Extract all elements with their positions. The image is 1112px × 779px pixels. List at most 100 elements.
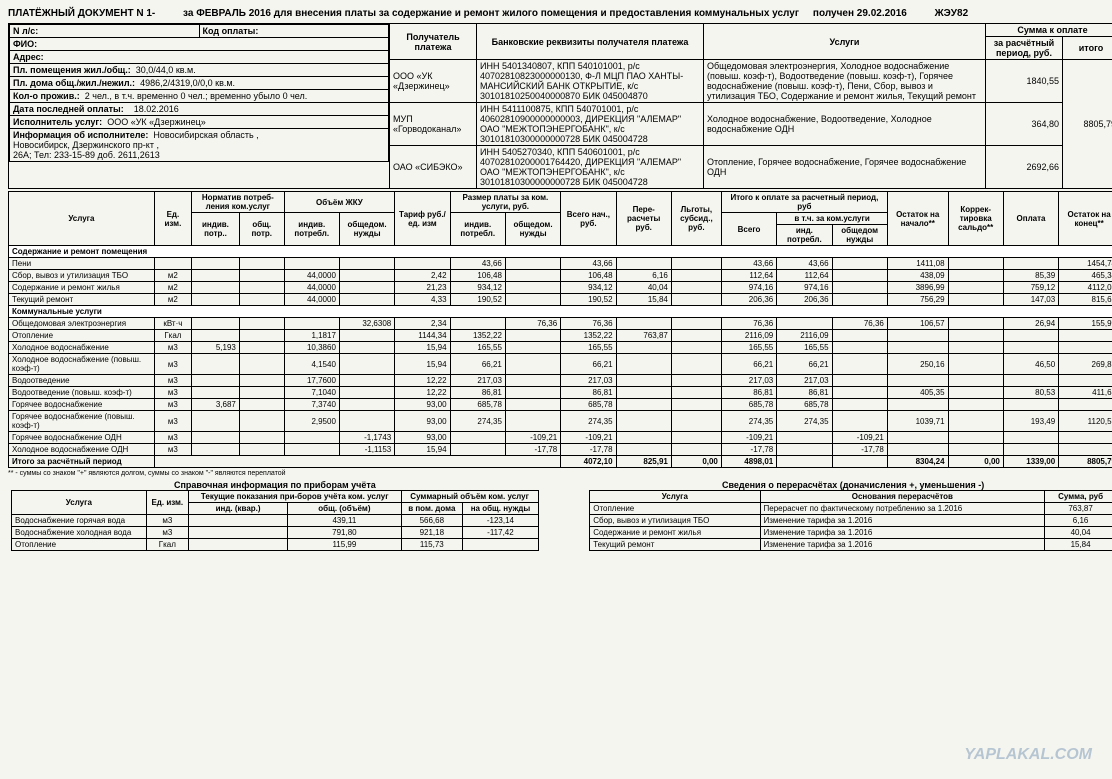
doc-period: за ФЕВРАЛЬ 2016 для внесения платы за со… — [183, 8, 799, 19]
sprh-t: Текущие показания при-боров учёта ком. у… — [188, 491, 401, 503]
table-row-s2-8: Горячее водоснабжение ОДНм3-1,174393,00-… — [9, 432, 1112, 444]
mh-ost2: Остаток на конец** — [1059, 192, 1112, 246]
recv0-n: ООО «УК «Дзержинец» — [390, 60, 477, 103]
mh-indp2: индив. потребл. — [450, 213, 505, 246]
adr-label: Адрес: — [13, 52, 44, 62]
sprh-vp: в пом. дома — [401, 503, 463, 515]
svc-name: Сбор, вывоз и утилизация ТБО — [9, 270, 155, 282]
plpom-v: 30,0/44,0 кв.м. — [136, 65, 196, 75]
perh-u: Услуга — [590, 491, 760, 503]
spr-title: Справочная информация по приборам учёта — [11, 480, 539, 490]
doc-code: ЖЭУ82 — [935, 8, 969, 19]
isp-v: ООО «УК «Дзержинец» — [107, 117, 206, 127]
recv1-a: 364,80 — [986, 103, 1063, 146]
mh-on: общедом нужды — [832, 225, 887, 246]
tot-iv: 4898,01 — [721, 456, 776, 468]
ls-label: N л/с: — [13, 26, 38, 36]
table-row-s2-1: ОтоплениеГкал1,18171144,341352,221352,22… — [9, 330, 1112, 342]
mh-pere: Пере-расчеты руб. — [616, 192, 671, 246]
recv2-r: ИНН 5405270340, КПП 540601001, р/с 40702… — [477, 146, 704, 189]
mh-tarif: Тариф руб./ ед. изм — [395, 192, 450, 246]
pldom-l: Пл. дома общ./жил./нежил.: — [13, 78, 135, 88]
unit: кВт·ч — [154, 318, 191, 330]
kol-v: 2 чел., в т.ч. временно 0 чел.; временно… — [85, 91, 308, 101]
bottom-layout: Справочная информация по приборам учёта … — [8, 479, 1112, 552]
svc-name: Содержание и ремонт жилья — [9, 282, 155, 294]
rh-c4b: итого — [1079, 43, 1103, 53]
data-v: 18.02.2016 — [134, 104, 179, 114]
per-row-0: ОтоплениеПерерасчет по фактическому потр… — [590, 503, 1112, 515]
doc-header: ПЛАТЁЖНЫЙ ДОКУМЕНТ N 1- за ФЕВРАЛЬ 2016 … — [8, 8, 1112, 19]
top-table: N л/с:Код оплаты: ФИО: Адрес: Пл. помеще… — [8, 23, 1112, 189]
mh-lgot: Льготы, субсид., руб. — [671, 192, 721, 246]
recv0-s: Общедомовая электроэнергия, Холодное вод… — [704, 60, 986, 103]
recv2-n: ОАО «СИБЭКО» — [390, 146, 477, 189]
recv1-r: ИНН 5411100875, КПП 540701001, р/с 40602… — [477, 103, 704, 146]
mh-vsego: Всего нач., руб. — [561, 192, 616, 246]
sprh-s: Суммарный объём ком. услуг — [401, 491, 538, 503]
pldom-v: 4986,2/4319,0/0,0 кв.м. — [140, 78, 235, 88]
plpom-l: Пл. помещения жил./общ.: — [13, 65, 131, 75]
unit: м3 — [154, 432, 191, 444]
tot-k: 0,00 — [948, 456, 1003, 468]
spr-row-0: Водоснабжение горячая водам3439,11566,68… — [12, 515, 539, 527]
recv1-s: Холодное водоснабжение, Водоотведение, Х… — [704, 103, 986, 146]
per-title: Сведения о перерасчётах (доначисления +,… — [589, 480, 1112, 490]
per-row-2: Содержание и ремонт жильяИзменение тариф… — [590, 527, 1112, 539]
table-row-s2-2: Холодное водоснабжением35,19310,386015,9… — [9, 342, 1112, 354]
sec1-header: Содержание и ремонт помещения — [9, 246, 1112, 258]
mh-ind: индив. потр.. — [192, 213, 240, 246]
sprh-e: Ед. изм. — [146, 491, 188, 515]
mh-opl: Оплата — [1003, 192, 1058, 246]
recv2-a: 2692,66 — [986, 146, 1063, 189]
unit: м3 — [154, 411, 191, 432]
unit: Гкал — [154, 330, 191, 342]
tot-op: 1339,00 — [1003, 456, 1058, 468]
table-row-s1-1: Сбор, вывоз и утилизация ТБОм244,00002,4… — [9, 270, 1112, 282]
sprh-i: инд. (квар.) — [188, 503, 287, 515]
rh-c2: Банковские реквизиты получателя платежа — [492, 37, 689, 47]
svc-name: Общедомовая электроэнергия — [9, 318, 155, 330]
svc-name: Горячее водоснабжение ОДН — [9, 432, 155, 444]
svc-name: Водоотведение — [9, 375, 155, 387]
mh-vs: Всего — [721, 213, 776, 246]
recv0-r: ИНН 5401340807, КПП 540101001, р/с 40702… — [477, 60, 704, 103]
doc-title: ПЛАТЁЖНЫЙ ДОКУМЕНТ N 1- — [8, 8, 155, 19]
table-row-s2-7: Горячее водоснабжение (повыш. коэф-т)м32… — [9, 411, 1112, 432]
svc-name: Пени — [9, 258, 155, 270]
rh-c1: Получатель платежа — [406, 32, 459, 52]
spr-row-2: ОтоплениеГкал115,99115,73 — [12, 539, 539, 551]
tot-p: 825,91 — [616, 456, 671, 468]
unit: м3 — [154, 444, 191, 456]
mh-ed: Ед. изм. — [154, 192, 191, 246]
tot-v: 4072,10 — [561, 456, 616, 468]
tot-n: Итого за расчётный период — [9, 456, 155, 468]
mh-ob: общ. потр. — [239, 213, 284, 246]
mh-korr: Коррек-тировка сальдо** — [948, 192, 1003, 246]
unit: м2 — [154, 294, 191, 306]
mh-obn: общедом. нужды — [339, 213, 394, 246]
data-l: Дата последней оплаты: — [13, 104, 124, 114]
unit: м2 — [154, 270, 191, 282]
per-row-3: Текущий ремонтИзменение тарифа за 1.2016… — [590, 539, 1112, 551]
recv0-a: 1840,55 — [986, 60, 1063, 103]
svc-name: Горячее водоснабжение (повыш. коэф-т) — [9, 411, 155, 432]
rh-c4a: за расчётный период, руб. — [994, 38, 1054, 58]
table-row-s2-0: Общедомовая электроэнергиякВт·ч32,63082,… — [9, 318, 1112, 330]
table-row-s2-4: Водоотведением317,760012,22217,03217,032… — [9, 375, 1112, 387]
unit: м3 — [154, 354, 191, 375]
table-row-s1-2: Содержание и ремонт жильям244,000021,239… — [9, 282, 1112, 294]
fio-label: ФИО: — [13, 39, 37, 49]
tot-o2: 8805,79 — [1059, 456, 1112, 468]
tot-o1: 8304,24 — [887, 456, 948, 468]
sprh-u: Услуга — [12, 491, 147, 515]
isp-l: Исполнитель услуг: — [13, 117, 102, 127]
recv1-n: МУП «Горводоканал» — [390, 103, 477, 146]
mh-obj: Объём ЖКУ — [284, 192, 395, 213]
tot-l: 0,00 — [671, 456, 721, 468]
sprh-o: общ. (объём) — [288, 503, 401, 515]
svc-name: Отопление — [9, 330, 155, 342]
perh-s: Сумма, руб — [1045, 491, 1112, 503]
doc-received: получен 29.02.2016 — [813, 8, 907, 19]
recv2-s: Отопление, Горячее водоснабжение, Горяче… — [704, 146, 986, 189]
